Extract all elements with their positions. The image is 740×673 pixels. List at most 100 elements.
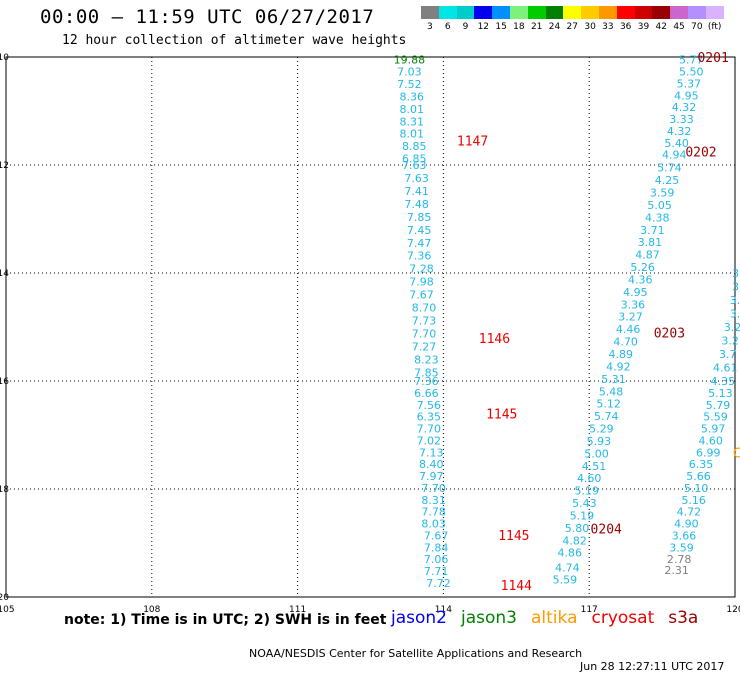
swh-value: 3.2 (721, 335, 739, 348)
swh-value: 4.32 (667, 125, 692, 138)
colorbar-label: 36 (619, 22, 632, 32)
colorbar-swatch (598, 6, 617, 19)
footer-timestamp: Jun 28 12:27:11 UTC 2017 (580, 660, 725, 673)
legend-jason3: jason3 (461, 608, 517, 628)
swh-value: 5.66 (686, 470, 711, 483)
page-title: 00:00 – 11:59 UTC 06/27/2017 (40, 6, 375, 28)
x-tick-label: 111 (289, 605, 306, 615)
swh-value: 7.67 (424, 529, 449, 542)
swh-value: 5.74 (594, 410, 619, 423)
swh-value: 4.36 (628, 273, 653, 286)
swh-value: 4.61 (713, 362, 738, 375)
swh-value: 19.88 (394, 54, 426, 67)
swh-value: 6.35 (689, 458, 714, 471)
swh-value: 4.90 (674, 518, 699, 531)
swh-value: 7.36 (414, 375, 439, 388)
swh-value: 3.27 (618, 311, 643, 324)
swh-value: 7.67 (409, 289, 434, 302)
colorbar-label: 9 (462, 22, 469, 32)
swh-value: 5.43 (572, 497, 597, 510)
edge-mark: C (733, 446, 740, 461)
colorbar-label: 24 (548, 22, 561, 32)
colorbar-label: 18 (513, 22, 525, 32)
swh-value: 4.72 (677, 506, 702, 519)
swh-value: 4.82 (562, 534, 587, 547)
swh-value: 7.28 (409, 263, 434, 276)
colorbar-label: 33 (602, 22, 614, 32)
swh-value: 4.89 (609, 348, 634, 361)
swh-value: 7.63 (402, 159, 427, 172)
colorbar-cell: (ft) (705, 6, 724, 32)
colorbar-cell: 45 (670, 6, 688, 32)
colorbar-label: 6 (444, 22, 451, 32)
swh-value: 3.2 (724, 321, 740, 334)
swh-value: 8.40 (419, 458, 444, 471)
swh-value: 5.26 (630, 261, 655, 274)
colorbar-swatch (527, 6, 546, 19)
colorbar-swatch (634, 6, 653, 19)
swh-value: 3.7 (719, 348, 737, 361)
y-tick-label: 10 (0, 53, 9, 63)
swh-value: 5.19 (575, 485, 600, 498)
swh-value: 7.47 (407, 237, 432, 250)
colorbar-cell: 12 (474, 6, 493, 32)
swh-value: 8.36 (400, 90, 425, 103)
x-tick-label: 120 (726, 605, 740, 615)
swh-value: 7.70 (421, 482, 446, 495)
swh-value: 8.31 (400, 115, 425, 128)
colorbar-cell: 15 (492, 6, 510, 32)
swh-value: 4.51 (582, 460, 607, 473)
colorbar-swatch (492, 6, 510, 19)
swh-value: 4.95 (623, 286, 648, 299)
swh-value: 4.70 (613, 336, 638, 349)
colorbar-cell: 27 (563, 6, 582, 32)
colorbar-swatch (421, 6, 439, 19)
swh-value: 4.86 (558, 547, 583, 560)
swh-value: 6.85 (402, 153, 427, 166)
swh-value: 5.37 (677, 77, 702, 90)
swh-value: 3. (732, 267, 740, 280)
colorbar-label: (ft) (707, 22, 722, 32)
swh-value: 7.97 (419, 470, 444, 483)
legend-s3a: s3a (668, 608, 699, 628)
swh-value: 5.74 (657, 162, 682, 175)
swh-value: 2.78 (667, 553, 692, 566)
swh-value: 8.23 (414, 353, 439, 366)
colorbar-label: 12 (477, 22, 490, 32)
swh-value: 7.02 (417, 434, 442, 447)
x-tick-label: 108 (143, 605, 160, 615)
y-tick-label: 14 (0, 269, 9, 279)
pass-time-label: 0201 (697, 51, 728, 66)
swh-value: 5.05 (647, 199, 672, 212)
swh-value: 5.59 (703, 411, 728, 424)
swh-value: 3.59 (650, 187, 675, 200)
swh-value: 4.92 (606, 360, 631, 373)
swh-value: 5.79 (706, 399, 731, 412)
colorbar-swatch (545, 6, 564, 19)
swh-value: 5.10 (684, 482, 709, 495)
swh-value: 5.12 (596, 398, 621, 411)
legend-jason2: jason2 (391, 608, 447, 628)
swh-value: 8.85 (402, 140, 427, 153)
colorbar-cell: 30 (581, 6, 599, 32)
swh-value: 7.45 (407, 224, 432, 237)
pass-time-label: 1144 (501, 579, 532, 594)
swh-value: 5.13 (708, 387, 733, 400)
units-note: note: 1) Time is in UTC; 2) SWH is in fe… (64, 612, 387, 628)
swh-value: 5.77 (679, 54, 704, 67)
colorbar-swatch (509, 6, 528, 19)
legend-cryosat: cryosat (591, 608, 655, 628)
swh-value: 6.99 (696, 446, 721, 459)
colorbar-label: 39 (637, 22, 650, 32)
colorbar-cell: 3 (421, 6, 439, 32)
swh-value: 7.48 (404, 198, 429, 211)
swh-value: 4.94 (662, 149, 687, 162)
swh-value: 3. (730, 308, 740, 321)
swh-value: 8.01 (400, 103, 425, 116)
swh-value: 7.85 (407, 211, 432, 224)
swh-value: 5.31 (601, 373, 626, 386)
swh-value: 5.59 (553, 574, 578, 587)
swh-value: 4.60 (698, 434, 723, 447)
colorbar-swatch (474, 6, 493, 19)
pass-time-label: 1145 (498, 529, 529, 544)
